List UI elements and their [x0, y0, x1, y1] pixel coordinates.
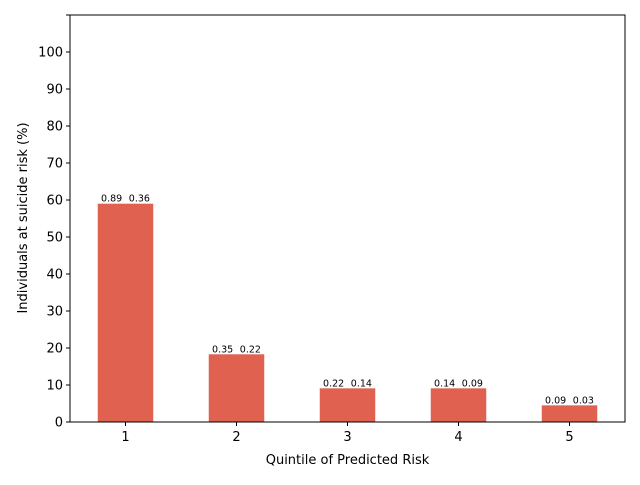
data-labels-layer: 0.89 0.36 0.35 0.22 0.22 0.14 0.14 0.09 0.09 0.03: [101, 194, 594, 407]
data-label-quintile-5-right: 0.03: [573, 395, 594, 406]
data-label-quintile-2-right: 0.22: [240, 344, 261, 355]
bars-layer: [97, 203, 598, 422]
y-tick-label: 10: [46, 379, 63, 394]
y-tick-label: 60: [46, 194, 63, 209]
data-label-quintile-1-left: 0.89: [101, 194, 122, 205]
x-axis-title: Quintile of Predicted Risk: [266, 453, 430, 468]
data-label-quintile-2-left: 0.35: [212, 344, 233, 355]
data-label-quintile-4-left: 0.14: [434, 378, 455, 389]
bar-quintile-1: [97, 203, 154, 422]
bar-quintile-5: [541, 405, 598, 422]
x-tick-label: 5: [565, 430, 573, 445]
y-tick-label: 20: [46, 342, 63, 357]
y-tick-label: 30: [46, 305, 63, 320]
y-tick-label: 70: [46, 157, 63, 172]
y-tick-label: 90: [46, 83, 63, 98]
data-label-quintile-3-right: 0.14: [351, 378, 372, 389]
y-tick-label: 40: [46, 268, 63, 283]
data-label-quintile-4-right: 0.09: [462, 378, 483, 389]
x-tick-label: 1: [121, 430, 129, 445]
bar-quintile-3: [319, 388, 376, 422]
data-label-quintile-3-left: 0.22: [323, 378, 344, 389]
axes-layer: 0 10 20 30 40 50 60 70 80 90 100 1 2 3 4 5: [38, 14, 626, 445]
x-tick-label: 2: [232, 430, 240, 445]
y-tick-label: 100: [38, 46, 63, 61]
bar-quintile-4: [430, 388, 487, 422]
y-tick-label: 0: [55, 416, 63, 431]
y-tick-label: 80: [46, 120, 63, 135]
data-label-quintile-1-right: 0.36: [129, 194, 150, 205]
y-axis-title: Individuals at suicide risk (%): [16, 122, 31, 313]
y-tick-label: 50: [46, 231, 63, 246]
bar-quintile-2: [208, 354, 265, 422]
x-tick-label: 4: [454, 430, 462, 445]
x-tick-label: 3: [343, 430, 351, 445]
data-label-quintile-5-left: 0.09: [545, 395, 566, 406]
